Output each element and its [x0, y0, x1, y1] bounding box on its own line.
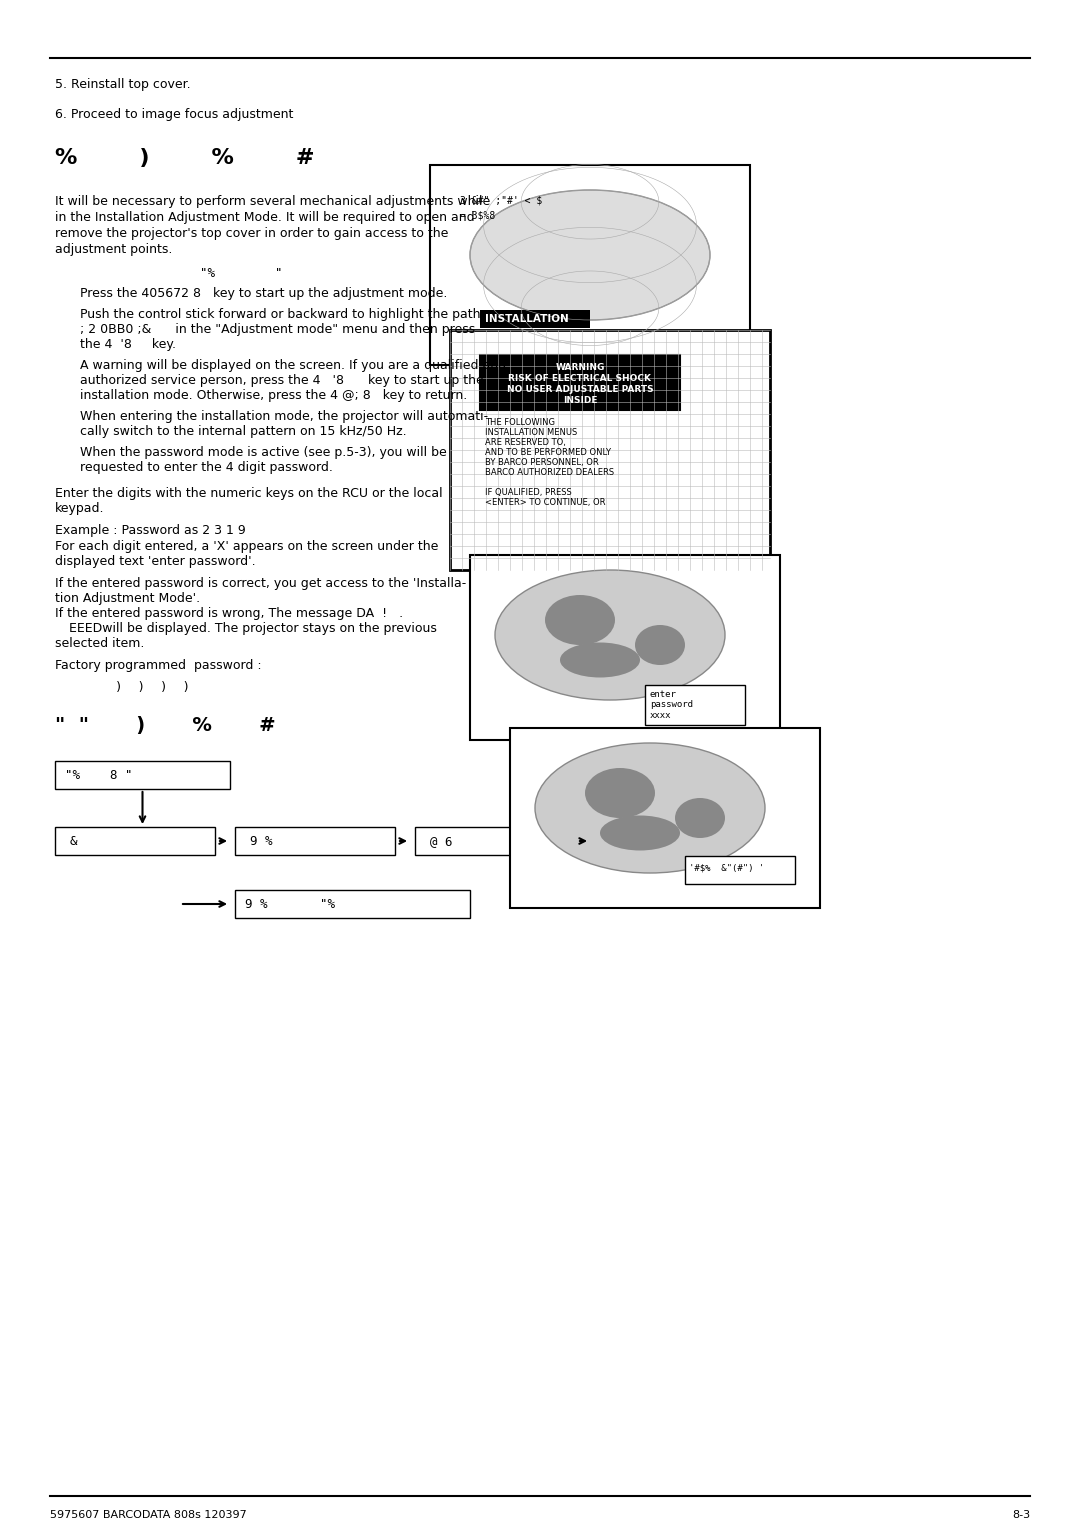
Text: )  )  )  ): ) ) ) ): [114, 681, 190, 694]
Text: NO USER ADJUSTABLE PARTS: NO USER ADJUSTABLE PARTS: [507, 385, 653, 394]
Text: Example : Password as 2 3 1 9: Example : Password as 2 3 1 9: [55, 524, 246, 536]
Text: &: &: [70, 834, 78, 848]
Text: authorized service person, press the 4   '8      key to start up the: authorized service person, press the 4 '…: [80, 374, 484, 387]
Text: enter
password
xxxx: enter password xxxx: [650, 691, 693, 720]
Text: "%        ": "% ": [200, 267, 283, 280]
Text: For each digit entered, a 'X' appears on the screen under the: For each digit entered, a 'X' appears on…: [55, 539, 438, 553]
Bar: [595, 827, 755, 856]
Text: If the entered password is wrong, The message DA  !   .: If the entered password is wrong, The me…: [55, 607, 403, 620]
Ellipse shape: [675, 798, 725, 837]
Bar: [55, 761, 230, 788]
Text: keypad.: keypad.: [55, 503, 105, 515]
Bar: [480, 354, 680, 410]
Text: installation mode. Otherwise, press the 4 @; 8   key to return.: installation mode. Otherwise, press the …: [80, 390, 468, 402]
Bar: [685, 856, 795, 885]
Bar: [430, 165, 750, 365]
Bar: [645, 685, 745, 724]
Text: 9 %: 9 %: [249, 834, 272, 848]
Text: requested to enter the 4 digit password.: requested to enter the 4 digit password.: [80, 461, 333, 474]
Text: Factory programmed  password :: Factory programmed password :: [55, 659, 261, 672]
Text: '#$%  &"(#") ': '#$% &"(#") ': [689, 863, 765, 872]
Text: in the Installation Adjustment Mode. It will be required to open and: in the Installation Adjustment Mode. It …: [55, 211, 474, 225]
Bar: [235, 827, 395, 856]
Text: It will be necessary to perform several mechanical adjustments while: It will be necessary to perform several …: [55, 196, 490, 208]
Text: 9 %       "%: 9 % "%: [245, 898, 335, 911]
Text: INSIDE: INSIDE: [563, 396, 597, 405]
Text: When entering the installation mode, the projector will automati-: When entering the installation mode, the…: [80, 410, 488, 423]
Bar: [470, 555, 780, 740]
Text: IF QUALIFIED, PRESS: IF QUALIFIED, PRESS: [485, 487, 571, 497]
Text: RISK OF ELECTRICAL SHOCK: RISK OF ELECTRICAL SHOCK: [509, 374, 651, 384]
Text: "%    8 ": "% 8 ": [65, 769, 133, 782]
Text: the 4  '8     key.: the 4 '8 key.: [80, 338, 176, 351]
Bar: [55, 827, 215, 856]
Text: BY BARCO PERSONNEL, OR: BY BARCO PERSONNEL, OR: [485, 458, 598, 468]
Text: WARNING: WARNING: [555, 364, 605, 371]
Ellipse shape: [635, 625, 685, 665]
Text: <ENTER> TO CONTINUE, OR: <ENTER> TO CONTINUE, OR: [485, 498, 606, 507]
Text: selected item.: selected item.: [55, 637, 145, 649]
Text: @ 6: @ 6: [430, 834, 453, 848]
Text: When the password mode is active (see p.5-3), you will be: When the password mode is active (see p.…: [80, 446, 447, 458]
Text: A warning will be displayed on the screen. If you are a qualified and: A warning will be displayed on the scree…: [80, 359, 507, 371]
Text: 5. Reinstall top cover.: 5. Reinstall top cover.: [55, 78, 191, 92]
Text: Push the control stick forward or backward to highlight the path: Push the control stick forward or backwa…: [80, 309, 481, 321]
Text: THE FOLLOWING: THE FOLLOWING: [485, 419, 555, 426]
Text: BARCO AUTHORIZED DEALERS: BARCO AUTHORIZED DEALERS: [485, 468, 615, 477]
Text: cally switch to the internal pattern on 15 kHz/50 Hz.: cally switch to the internal pattern on …: [80, 425, 407, 439]
Text: ARE RESERVED TO,: ARE RESERVED TO,: [485, 439, 566, 448]
Ellipse shape: [600, 816, 680, 851]
Text: displayed text 'enter password'.: displayed text 'enter password'.: [55, 555, 256, 568]
Text: 5975607 BARCODATA 808s 120397: 5975607 BARCODATA 808s 120397: [50, 1510, 246, 1520]
Ellipse shape: [545, 594, 615, 645]
Bar: [450, 330, 770, 570]
Text: INSTALLATION MENUS: INSTALLATION MENUS: [485, 428, 577, 437]
Ellipse shape: [535, 743, 765, 872]
Bar: [235, 889, 470, 918]
Text: 6. Proceed to image focus adjustment: 6. Proceed to image focus adjustment: [55, 108, 294, 121]
Bar: [510, 727, 820, 908]
Text: %        )        %        #: % ) % #: [55, 148, 314, 168]
Text: ; 2 0BB0 ;&      in the "Adjustment mode" menu and then press: ; 2 0BB0 ;& in the "Adjustment mode" men…: [80, 322, 475, 336]
Text: Press the 405672 8   key to start up the adjustment mode.: Press the 405672 8 key to start up the a…: [80, 287, 447, 299]
Bar: [480, 310, 590, 329]
Text: adjustment points.: adjustment points.: [55, 243, 173, 257]
Text: AND TO BE PERFORMED ONLY: AND TO BE PERFORMED ONLY: [485, 448, 611, 457]
Text: EEEDwill be displayed. The projector stays on the previous: EEEDwill be displayed. The projector sta…: [69, 622, 437, 636]
Text: INSTALLATION: INSTALLATION: [485, 313, 569, 324]
Text: 8-3: 8-3: [1012, 1510, 1030, 1520]
Text: remove the projector's top cover in order to gain access to the: remove the projector's top cover in orde…: [55, 228, 448, 240]
Bar: [415, 827, 575, 856]
Ellipse shape: [561, 642, 640, 677]
Ellipse shape: [495, 570, 725, 700]
Text: 3 &#" ;"#' < $: 3 &#" ;"#' < $: [460, 196, 542, 205]
Text: tion Adjustment Mode'.: tion Adjustment Mode'.: [55, 591, 200, 605]
Text: Enter the digits with the numeric keys on the RCU or the local: Enter the digits with the numeric keys o…: [55, 487, 443, 500]
Text: = 3$%8: = 3$%8: [460, 209, 496, 220]
Text: If the entered password is correct, you get access to the 'Installa-: If the entered password is correct, you …: [55, 578, 467, 590]
Ellipse shape: [470, 189, 710, 319]
Text: "  "       )       %       #: " " ) % #: [55, 717, 275, 735]
Ellipse shape: [585, 769, 654, 817]
